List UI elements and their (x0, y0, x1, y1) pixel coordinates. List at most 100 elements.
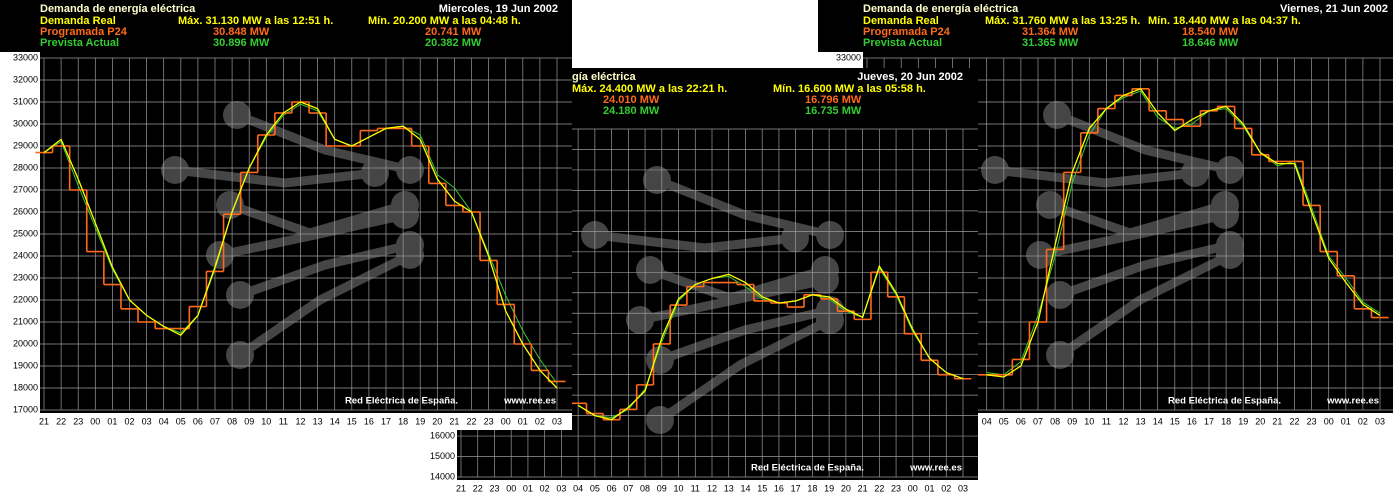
y-tick-label: 26000 (13, 206, 38, 216)
x-tick-label: 16 (1187, 416, 1197, 426)
source-url: www.ree.es (1326, 396, 1379, 407)
logo-dot (646, 346, 674, 374)
x-tick-label: 11 (279, 416, 288, 426)
logo-dot (396, 241, 424, 269)
x-tick-label: 23 (484, 416, 494, 426)
legend-label: Prevista Actual (863, 37, 942, 49)
min-stat: 20.382 MW (425, 37, 482, 49)
x-tick-label: 02 (540, 483, 550, 493)
x-tick-label: 03 (556, 483, 566, 493)
x-tick-label: 17 (381, 416, 391, 426)
max-stat: 30.896 MW (213, 37, 270, 49)
y-tick-label: 28000 (13, 162, 38, 172)
source-url: www.ree.es (503, 396, 556, 407)
legend-label: Demanda Real (863, 15, 939, 27)
x-tick-label: 02 (941, 483, 951, 493)
y-tick-label: 29000 (13, 140, 38, 150)
min-stat: 16.796 MW (805, 94, 862, 106)
x-tick-label: 05 (176, 416, 186, 426)
chart-date: Jueves, 20 Jun 2002 (857, 71, 963, 83)
logo-dot (626, 306, 654, 334)
watermark-logo (161, 101, 424, 369)
source-label: Red Eléctrica de España. (751, 463, 864, 474)
x-tick-label: 17 (1204, 416, 1214, 426)
logo-stroke (235, 240, 415, 300)
max-stat: 31.365 MW (1022, 37, 1079, 49)
min-stat: Mín. 20.200 MW a las 04:48 h. (368, 15, 521, 27)
source-label: Red Eléctrica de España. (1168, 396, 1281, 407)
x-tick-label: 05 (999, 416, 1009, 426)
x-tick-label: 22 (874, 483, 884, 493)
logo-dot (223, 101, 251, 129)
y-tick-label: 23000 (13, 272, 38, 282)
y-tick-label: 33000 (836, 52, 861, 62)
x-tick-label: 16 (364, 416, 374, 426)
logo-stroke (215, 210, 410, 260)
x-tick-label: 21 (858, 483, 868, 493)
logo-dot (1046, 341, 1074, 369)
logo-dot (1046, 281, 1074, 309)
x-tick-label: 14 (330, 416, 340, 426)
y-tick-label: 32000 (13, 74, 38, 84)
x-tick-label: 00 (908, 483, 918, 493)
x-tick-label: 08 (227, 416, 237, 426)
source-url: www.ree.es (909, 463, 962, 474)
legend-label: Prevista Actual (40, 37, 119, 49)
x-tick-label: 06 (1016, 416, 1026, 426)
x-tick-label: 15 (757, 483, 767, 493)
x-tick-label: 08 (1050, 416, 1060, 426)
logo-dot (391, 201, 419, 229)
x-tick-label: 19 (415, 416, 425, 426)
x-tick-label: 22 (466, 416, 476, 426)
logo-stroke (655, 305, 835, 365)
x-tick-label: 20 (1255, 416, 1265, 426)
x-tick-label: 05 (590, 483, 600, 493)
y-tick-label: 25000 (13, 228, 38, 238)
x-tick-label: 12 (1118, 416, 1128, 426)
x-tick-label: 22 (1289, 416, 1299, 426)
x-tick-label: 14 (740, 483, 750, 493)
x-tick-label: 21 (39, 416, 49, 426)
x-tick-label: 12 (295, 416, 305, 426)
x-tick-label: 19 (824, 483, 834, 493)
x-tick-label: 03 (142, 416, 152, 426)
x-tick-label: 14 (1153, 416, 1163, 426)
y-tick-label: 16000 (430, 430, 455, 440)
x-tick-label: 06 (607, 483, 617, 493)
logo-dot (1026, 241, 1054, 269)
y-tick-label: 18000 (13, 382, 38, 392)
y-tick-label: 15000 (430, 451, 455, 461)
x-tick-label: 22 (56, 416, 66, 426)
x-tick-label: 03 (958, 483, 968, 493)
logo-dot (1216, 156, 1244, 184)
y-tick-label: 20000 (13, 338, 38, 348)
x-tick-label: 19 (1238, 416, 1248, 426)
x-tick-label: 09 (657, 483, 667, 493)
header-background (818, 0, 1393, 52)
min-stat: 18.540 MW (1182, 26, 1239, 38)
watermark-logo (581, 166, 844, 434)
legend-label: Demanda Real (40, 15, 116, 27)
logo-dot (226, 281, 254, 309)
x-tick-label: 11 (1102, 416, 1111, 426)
logo-dot (981, 156, 1009, 184)
y-tick-label: 21000 (13, 316, 38, 326)
x-tick-label: 02 (1358, 416, 1368, 426)
x-tick-label: 09 (1067, 416, 1077, 426)
x-tick-label: 12 (707, 483, 717, 493)
x-tick-label: 16 (774, 483, 784, 493)
x-tick-label: 11 (691, 483, 700, 493)
x-tick-label: 00 (1324, 416, 1334, 426)
x-tick-label: 07 (1033, 416, 1043, 426)
logo-dot (636, 256, 664, 284)
logo-dot (816, 221, 844, 249)
max-stat: Máx. 31.760 MW a las 13:25 h. (985, 15, 1140, 27)
min-stat: Mín. 18.440 MW a las 04:37 h. (1148, 15, 1301, 27)
series-line (577, 264, 964, 421)
legend-label: Programada P24 (863, 26, 951, 38)
logo-stroke (1035, 210, 1230, 260)
x-tick-label: 09 (244, 416, 254, 426)
x-tick-label: 07 (623, 483, 633, 493)
x-tick-label: 23 (891, 483, 901, 493)
